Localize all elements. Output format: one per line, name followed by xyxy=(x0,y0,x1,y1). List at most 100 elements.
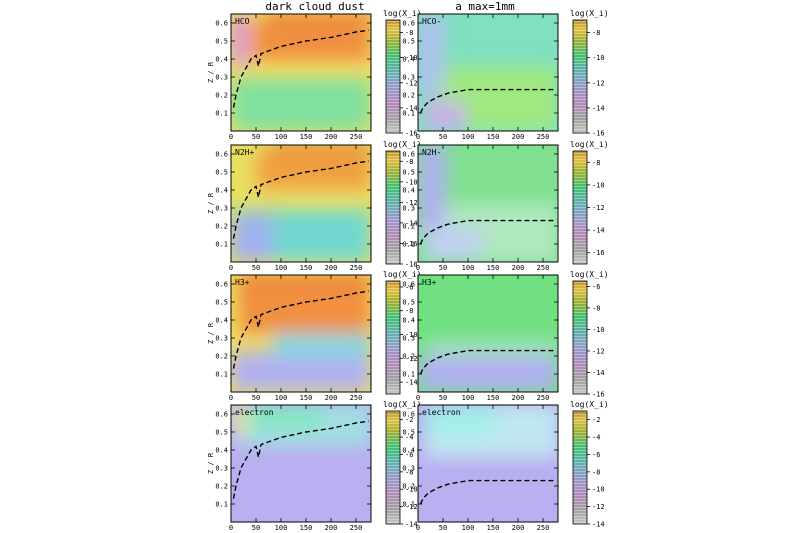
heatmap-field xyxy=(231,275,371,392)
x-tick-label: 200 xyxy=(512,133,525,141)
panel-label: N2H+ xyxy=(235,148,254,157)
y-tick-label: 0.5 xyxy=(402,169,415,177)
boundary-line xyxy=(232,29,369,108)
x-tick-label: 200 xyxy=(325,133,338,141)
boundary-line xyxy=(232,420,369,499)
x-tick-label: 150 xyxy=(300,524,313,532)
plot-frame xyxy=(230,13,372,132)
y-tick-label: 0.1 xyxy=(215,241,228,249)
colorbar-tick-label: -12 xyxy=(405,355,418,363)
x-tick-label: 0 xyxy=(229,394,233,402)
panel-label: electron xyxy=(235,408,274,417)
colorbar-tick-label: -14 xyxy=(405,521,418,529)
x-tick-label: 50 xyxy=(252,133,260,141)
colorbar-tick-label: -10 xyxy=(405,486,418,494)
colorbar-label: log(X_i) xyxy=(570,270,609,279)
y-axis-label: Z / R xyxy=(207,61,215,83)
colorbar-tick-label: -4 xyxy=(592,434,600,442)
y-tick-label: 0.1 xyxy=(402,110,415,118)
plot-frame xyxy=(230,404,372,523)
y-tick-label: 0.3 xyxy=(402,205,415,213)
heatmap-field xyxy=(418,145,558,262)
boundary-line xyxy=(419,479,556,505)
colorbar-tick-label: -2 xyxy=(592,416,600,424)
x-tick-label: 0 xyxy=(416,133,420,141)
panel-0: 0 50 100 150 200 250 0.1 0.2 0.3 0.4 0.5 0.6 HCO Z / … xyxy=(207,9,422,141)
colorbar-tick-label: -12 xyxy=(592,204,605,212)
x-tick-label: 50 xyxy=(252,524,260,532)
x-tick-label: 200 xyxy=(325,264,338,272)
colorbar-label: log(X_i) xyxy=(570,140,609,149)
y-tick-label: 0.5 xyxy=(215,299,228,307)
y-axis-label: Z / R xyxy=(207,192,215,214)
y-axis-label: Z / R xyxy=(207,322,215,344)
colorbar-tick-label: -12 xyxy=(405,503,418,511)
x-tick-label: 200 xyxy=(512,524,525,532)
colorbar-tick-label: -12 xyxy=(592,347,605,355)
panel-6: 0 50 100 150 200 250 0.1 0.2 0.3 0.4 0.5 0.6 electro… xyxy=(207,400,422,533)
y-tick-label: 0.2 xyxy=(402,483,415,491)
y-tick-label: 0.5 xyxy=(215,38,228,46)
plot-frame xyxy=(230,274,372,393)
panel-2: 0 50 100 150 200 250 0.1 0.2 0.3 0.4 0.5 0.6 N2H+ Z /… xyxy=(207,140,422,272)
colorbar-tick-label: -2 xyxy=(405,416,413,424)
colorbar-tick-label: -8 xyxy=(405,29,413,37)
panel-label: H3+ xyxy=(422,278,437,287)
boundary-line xyxy=(419,88,556,114)
plot-frame xyxy=(417,13,559,132)
y-tick-label: 0.5 xyxy=(402,38,415,46)
y-tick-label: 0.1 xyxy=(215,110,228,118)
colorbar-tick-label: -18 xyxy=(405,261,418,269)
y-tick-label: 0.2 xyxy=(215,223,228,231)
boundary-line xyxy=(232,160,369,239)
y-tick-label: 0.2 xyxy=(215,353,228,361)
x-tick-label: 0 xyxy=(229,524,233,532)
panel-label: HCO- xyxy=(422,17,441,26)
y-tick-label: 0.3 xyxy=(215,465,228,473)
x-tick-label: 50 xyxy=(439,394,447,402)
colorbar-tick-label: -12 xyxy=(592,503,605,511)
y-tick-label: 0.4 xyxy=(215,56,228,64)
y-tick-label: 0.3 xyxy=(215,335,228,343)
y-tick-label: 0.4 xyxy=(402,317,415,325)
x-tick-label: 200 xyxy=(512,394,525,402)
x-tick-label: 250 xyxy=(350,524,363,532)
colorbar-tick-label: -16 xyxy=(405,130,418,138)
x-tick-label: 150 xyxy=(300,394,313,402)
colorbar-label: log(X_i) xyxy=(383,9,422,18)
plot-frame xyxy=(417,144,559,263)
x-tick-label: 100 xyxy=(275,133,288,141)
x-tick-label: 250 xyxy=(537,524,550,532)
plot-frame xyxy=(417,274,559,393)
x-tick-label: 100 xyxy=(462,264,475,272)
x-tick-label: 100 xyxy=(462,133,475,141)
x-tick-label: 50 xyxy=(439,264,447,272)
heatmap-field xyxy=(231,145,371,262)
x-tick-label: 200 xyxy=(512,264,525,272)
colorbar-tick-label: -10 xyxy=(592,326,605,334)
colorbar-tick-label: -14 xyxy=(405,104,418,112)
plot-frame xyxy=(417,404,559,523)
colorbar-tick-label: -6 xyxy=(592,283,600,291)
colorbar-tick-label: -6 xyxy=(592,451,600,459)
y-tick-label: 0.3 xyxy=(215,74,228,82)
y-tick-label: 0.5 xyxy=(402,299,415,307)
x-tick-label: 50 xyxy=(252,264,260,272)
x-tick-label: 0 xyxy=(416,524,420,532)
colorbar-tick-label: -14 xyxy=(592,369,605,377)
x-tick-label: 200 xyxy=(325,524,338,532)
colorbar-tick-label: -8 xyxy=(592,468,600,476)
colorbar-tick-label: -14 xyxy=(592,521,605,529)
y-tick-label: 0.6 xyxy=(215,151,228,159)
colorbar-tick-label: -8 xyxy=(592,159,600,167)
y-axis-label: Z / R xyxy=(207,452,215,474)
x-tick-label: 250 xyxy=(537,394,550,402)
column-title-right: a max=1mm xyxy=(455,0,515,13)
y-tick-label: 0.5 xyxy=(402,429,415,437)
colorbar-tick-label: -10 xyxy=(405,54,418,62)
colorbar-tick-label: -16 xyxy=(592,130,605,138)
column-title-left: dark cloud dust xyxy=(265,0,364,13)
colorbar-label: log(X_i) xyxy=(570,400,609,409)
x-tick-label: 150 xyxy=(300,264,313,272)
